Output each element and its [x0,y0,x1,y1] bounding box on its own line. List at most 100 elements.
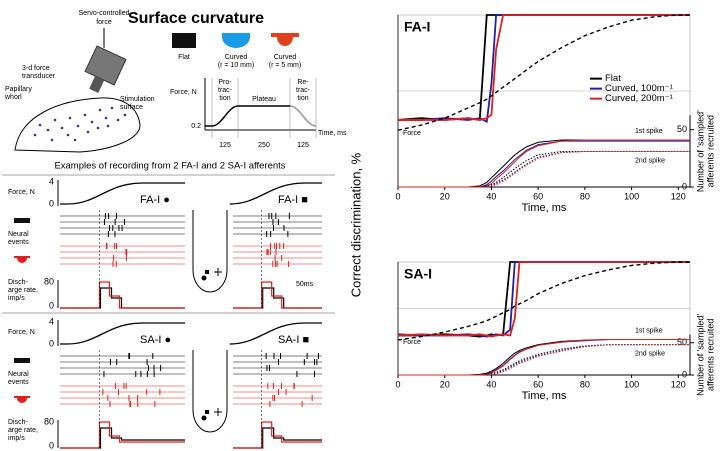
events-label: Neural [8,371,29,378]
annotation: 2nd spike [635,157,665,164]
annotation: Force [403,339,421,346]
y2-tick-label: 0 [682,369,687,379]
x-tick-label: 60 [533,379,543,389]
rate-trace [233,421,322,449]
rf-square [205,410,209,414]
profile-y-label: Force, N [170,89,197,96]
recruitment-line [398,150,690,188]
duration-label: 125 [297,142,309,149]
setup-label: Stimulation [120,96,155,103]
duration-label: 250 [258,142,270,149]
discrimination-line [397,14,690,131]
surface-label: Curved [225,54,248,61]
curved-5-icon [271,33,299,46]
x-tick-label: 80 [580,379,590,389]
profile-x-label: Time, ms [318,130,347,137]
events-label: Neural [8,231,29,238]
recruitment-line [398,344,690,376]
curved-icon [14,256,30,263]
phase-label: tion [297,95,308,102]
rate-trace [60,427,185,449]
rate-trace [60,281,185,309]
force-tick: 0 [49,338,54,348]
receptive-field [192,210,228,293]
setup-label: Servo-controlled [79,10,130,17]
force-trace [60,182,185,205]
rate-label: arge rate, [8,287,38,294]
profile-y-tick: 0.2 [191,123,201,130]
discrimination-line [398,261,690,338]
rate-tick: 0 [49,440,54,450]
annotation: 1st spike [635,327,663,334]
force-label: Force, N [8,329,35,336]
unit-label: FA-I ■ [278,194,308,206]
force-tick: 4 [49,316,54,326]
setup-label: force [96,19,112,26]
y2-tick-label: 0 [682,181,687,191]
panel-title: Surface curvature [128,10,264,27]
x-tick-label: 80 [580,191,590,201]
receptive-field [192,350,228,433]
x-tick-label: 100 [624,379,639,389]
recruitment-line [398,344,690,376]
legend-label: Curved, 200m⁻¹ [605,93,673,104]
x-tick-label: 0 [395,379,400,389]
rate-trace [60,287,185,309]
surface-label: Flat [178,54,190,61]
scale-label: 50ms [296,281,314,288]
phase-label: Plateau [252,96,276,103]
setup-label: whorl [4,94,22,101]
force-label: Force, N [8,189,35,196]
force-trace [229,182,322,205]
rate-trace [60,421,185,449]
unit-label: SA-I ● [140,334,171,346]
rate-label: Disch- [8,279,29,286]
shared-y-label: Correct discrimination, % [348,152,363,297]
rf-square [205,270,209,274]
y2-axis-label: Number of 'sampled' [695,110,705,192]
recruitment-line [398,139,690,188]
rate-label: imp/s [8,295,25,302]
force-profile [204,78,317,138]
chart-title: FA-I [404,19,430,35]
plot-frame [397,261,691,376]
phase-label: Re- [297,79,309,86]
x-tick-label: 0 [395,191,400,201]
x-axis-label: Time, ms [522,390,567,402]
rate-trace [233,287,322,309]
examples-caption: Examples of recording from 2 FA-I and 2 … [54,161,285,172]
annotation: 2nd spike [635,350,665,357]
discrimination-line [398,14,690,124]
surface-label: (r = 5 mm) [269,62,301,69]
surface-label: (r = 10 mm) [218,62,254,69]
x-tick-label: 20 [440,379,450,389]
surface-label: Curved [274,54,297,61]
setup-label: surface [120,104,143,111]
x-tick-label: 60 [533,191,543,201]
discrimination-line [397,261,690,338]
rf-cross [214,408,222,416]
discrimination-line [397,261,690,338]
y2-tick-label: 50 [677,337,687,347]
duration-label: 125 [219,142,231,149]
x-tick-label: 100 [624,191,639,201]
annotation: 1st spike [635,128,663,135]
flat-icon [14,218,30,223]
rate-tick: 0 [49,300,54,310]
recruitment-line [398,344,690,376]
force-tick: 4 [49,176,54,186]
y2-axis-label: afferents recruited [705,115,715,187]
force-tick: 0 [49,198,54,208]
rate-label: Disch- [8,419,29,426]
phase-label: trac- [296,87,311,94]
recruitment-line [398,338,690,376]
discrimination-line [397,261,690,341]
x-tick-label: 40 [486,379,496,389]
rate-label: arge rate, [8,427,38,434]
setup-label: Papillary [5,86,32,93]
curved-10-icon [222,33,250,48]
flat-icon [14,358,30,363]
phase-label: tion [219,95,230,102]
